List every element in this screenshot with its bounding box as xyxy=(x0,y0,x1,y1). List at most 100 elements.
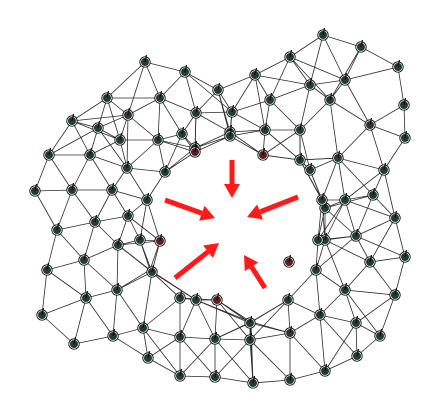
mesh-edge xyxy=(127,61,146,116)
mesh-edge xyxy=(116,269,151,291)
mesh-edge xyxy=(127,114,159,141)
mesh-node xyxy=(257,147,269,161)
mesh-node xyxy=(399,130,411,144)
mesh-node xyxy=(294,152,306,166)
mesh-edge xyxy=(299,129,311,171)
mesh-edge xyxy=(319,314,357,324)
mesh-node xyxy=(107,328,119,342)
mesh-edge xyxy=(319,289,346,316)
mesh-node xyxy=(339,72,351,86)
mesh-node xyxy=(317,27,329,41)
mesh-node xyxy=(68,336,80,350)
mesh-edge xyxy=(360,46,399,68)
mesh-edge xyxy=(344,289,396,296)
mesh-edge xyxy=(149,269,197,301)
mesh-edge xyxy=(355,194,374,237)
mesh-node xyxy=(174,329,186,343)
mesh-node xyxy=(41,262,53,276)
mesh-edge xyxy=(289,370,326,381)
mesh-edge xyxy=(321,157,339,201)
mesh-edge xyxy=(355,235,406,258)
mesh-edge xyxy=(309,79,346,86)
mesh-edge xyxy=(157,139,196,153)
mesh-edge xyxy=(397,66,405,106)
mesh-node xyxy=(78,252,90,266)
mesh-edge xyxy=(355,217,396,237)
mesh-edge xyxy=(116,244,119,291)
mesh-node xyxy=(189,144,201,158)
mesh-edge xyxy=(195,112,231,133)
mesh-node xyxy=(66,113,78,127)
mesh-node xyxy=(284,325,296,339)
mesh-node xyxy=(350,315,362,329)
mesh-node xyxy=(190,292,202,306)
mesh-node xyxy=(364,117,376,131)
mesh-edge xyxy=(309,34,324,86)
mesh-edge xyxy=(344,66,399,81)
inward-arrows xyxy=(164,160,299,290)
mesh-edge xyxy=(83,259,87,299)
mesh-edge xyxy=(315,235,357,271)
mesh-edge xyxy=(46,259,85,271)
mesh-edge xyxy=(249,322,291,334)
mesh-edge xyxy=(324,239,346,291)
mesh-edge xyxy=(159,71,186,99)
mesh-node xyxy=(283,254,295,268)
mesh-edge xyxy=(383,137,406,171)
mesh-node xyxy=(176,126,188,140)
mesh-edge xyxy=(337,157,385,171)
mesh-edge xyxy=(217,74,256,91)
mesh-node xyxy=(374,328,386,342)
mesh-edge xyxy=(73,297,87,345)
mesh-node xyxy=(122,107,134,121)
mesh-edge xyxy=(337,157,346,201)
mesh-edge xyxy=(250,299,289,323)
mesh-edge xyxy=(289,332,326,372)
mesh-edge xyxy=(337,124,371,159)
mesh-node xyxy=(84,147,96,161)
mesh-node xyxy=(43,147,55,161)
mesh-node xyxy=(339,192,351,206)
mesh-edge xyxy=(262,154,301,161)
mesh-edge xyxy=(48,120,73,156)
mesh-node xyxy=(339,282,351,296)
mesh-edge xyxy=(299,84,311,131)
mesh-edge xyxy=(164,133,183,173)
mesh-edge xyxy=(41,297,87,316)
mesh-edge xyxy=(106,61,146,99)
mesh-node xyxy=(332,150,344,164)
mesh-edge xyxy=(159,97,183,135)
mesh-node xyxy=(310,262,322,276)
mesh-edge xyxy=(73,335,114,345)
mesh-node xyxy=(378,162,390,176)
mesh-edge xyxy=(229,129,266,137)
mesh-edge xyxy=(48,127,99,156)
mesh-edge xyxy=(229,135,264,156)
mesh-node xyxy=(141,192,153,206)
mesh-node xyxy=(92,120,104,134)
mesh-node xyxy=(114,132,126,146)
mesh-edge xyxy=(71,120,91,156)
mesh-edge xyxy=(317,199,346,241)
mesh-node xyxy=(142,350,154,364)
mesh-edge xyxy=(324,199,346,241)
mesh-node xyxy=(324,92,336,106)
mesh-node xyxy=(111,282,123,296)
mesh-edge xyxy=(142,327,181,377)
mesh-edge xyxy=(369,124,406,139)
mesh-edge xyxy=(126,114,129,169)
mesh-edge xyxy=(231,74,256,113)
mesh-edge xyxy=(144,61,161,99)
mesh-edge xyxy=(184,71,233,113)
mesh-node xyxy=(367,187,379,201)
mesh-edge xyxy=(315,269,321,316)
mesh-edge xyxy=(147,336,181,359)
mesh-edge xyxy=(83,244,119,261)
mesh-node xyxy=(244,332,256,346)
mesh-edge xyxy=(112,289,118,337)
mesh-edge xyxy=(269,99,301,131)
mesh-edge xyxy=(157,139,196,149)
mesh-edge xyxy=(252,379,291,384)
mesh-edge xyxy=(127,97,161,116)
